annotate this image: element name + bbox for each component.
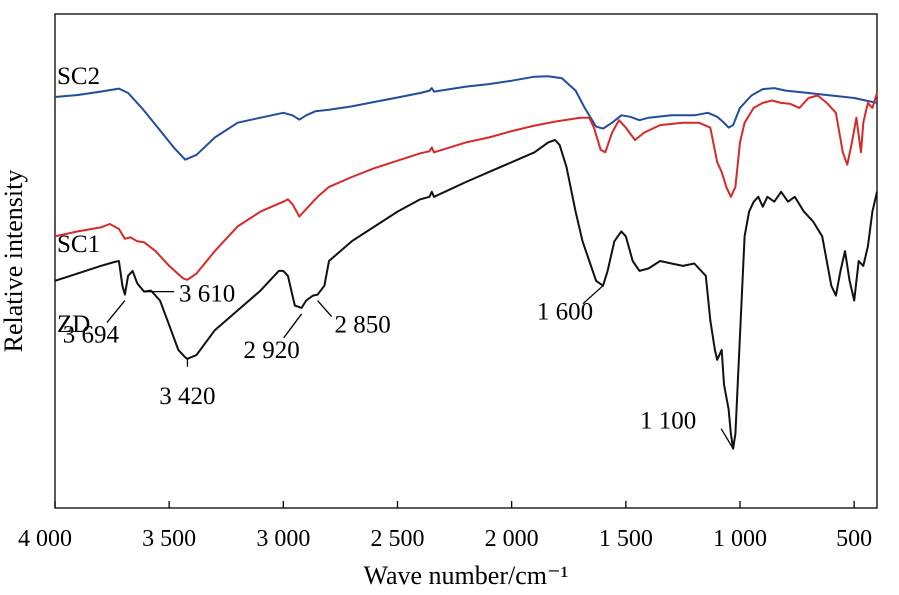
annotation-leader bbox=[106, 300, 126, 324]
x-tick-label: 1 000 bbox=[713, 526, 767, 552]
x-tick-label: 3 000 bbox=[256, 526, 310, 552]
plot-frame bbox=[54, 13, 878, 509]
series-line-sc2 bbox=[54, 75, 878, 161]
x-tick-label: 2 500 bbox=[371, 526, 425, 552]
series-label-sc2: SC2 bbox=[57, 63, 100, 90]
x-tick-label: 2 000 bbox=[485, 526, 539, 552]
annotation-label: 3 420 bbox=[159, 383, 215, 410]
series-line-sc1 bbox=[54, 92, 878, 281]
annotation-label: 1 600 bbox=[537, 299, 593, 326]
annotation-leader bbox=[582, 285, 604, 305]
x-axis-title: Wave number/cm⁻¹ bbox=[364, 561, 569, 590]
annotation-label: 2 850 bbox=[334, 312, 390, 339]
series-label-zd: ZD bbox=[57, 311, 90, 338]
annotation-leader bbox=[720, 428, 734, 450]
annotation-leader bbox=[283, 313, 303, 339]
annotation-leader bbox=[317, 300, 333, 318]
x-axis-ticks bbox=[54, 501, 855, 508]
annotations-group: 3 694 3 610 3 420 2 920 2 850 1 600 1 100 bbox=[63, 281, 734, 450]
x-tick-label: 500 bbox=[836, 526, 872, 552]
annotation-label: 2 920 bbox=[243, 337, 299, 364]
annotation-label: 3 610 bbox=[179, 281, 235, 308]
series-group bbox=[54, 75, 878, 450]
annotation-label: 3 694 bbox=[63, 322, 120, 349]
annotation-label: 1 100 bbox=[640, 408, 696, 435]
x-tick-label: 3 500 bbox=[142, 526, 196, 552]
x-axis-tick-labels: 4 000 3 500 3 000 2 500 2 000 1 500 1 000 500 bbox=[18, 526, 872, 552]
y-axis-title: Relative intensity bbox=[0, 170, 28, 353]
series-line-zd bbox=[54, 139, 878, 450]
x-tick-label: 1 500 bbox=[599, 526, 653, 552]
x-tick-label: 4 000 bbox=[18, 526, 72, 552]
series-label-sc1: SC1 bbox=[57, 231, 100, 258]
